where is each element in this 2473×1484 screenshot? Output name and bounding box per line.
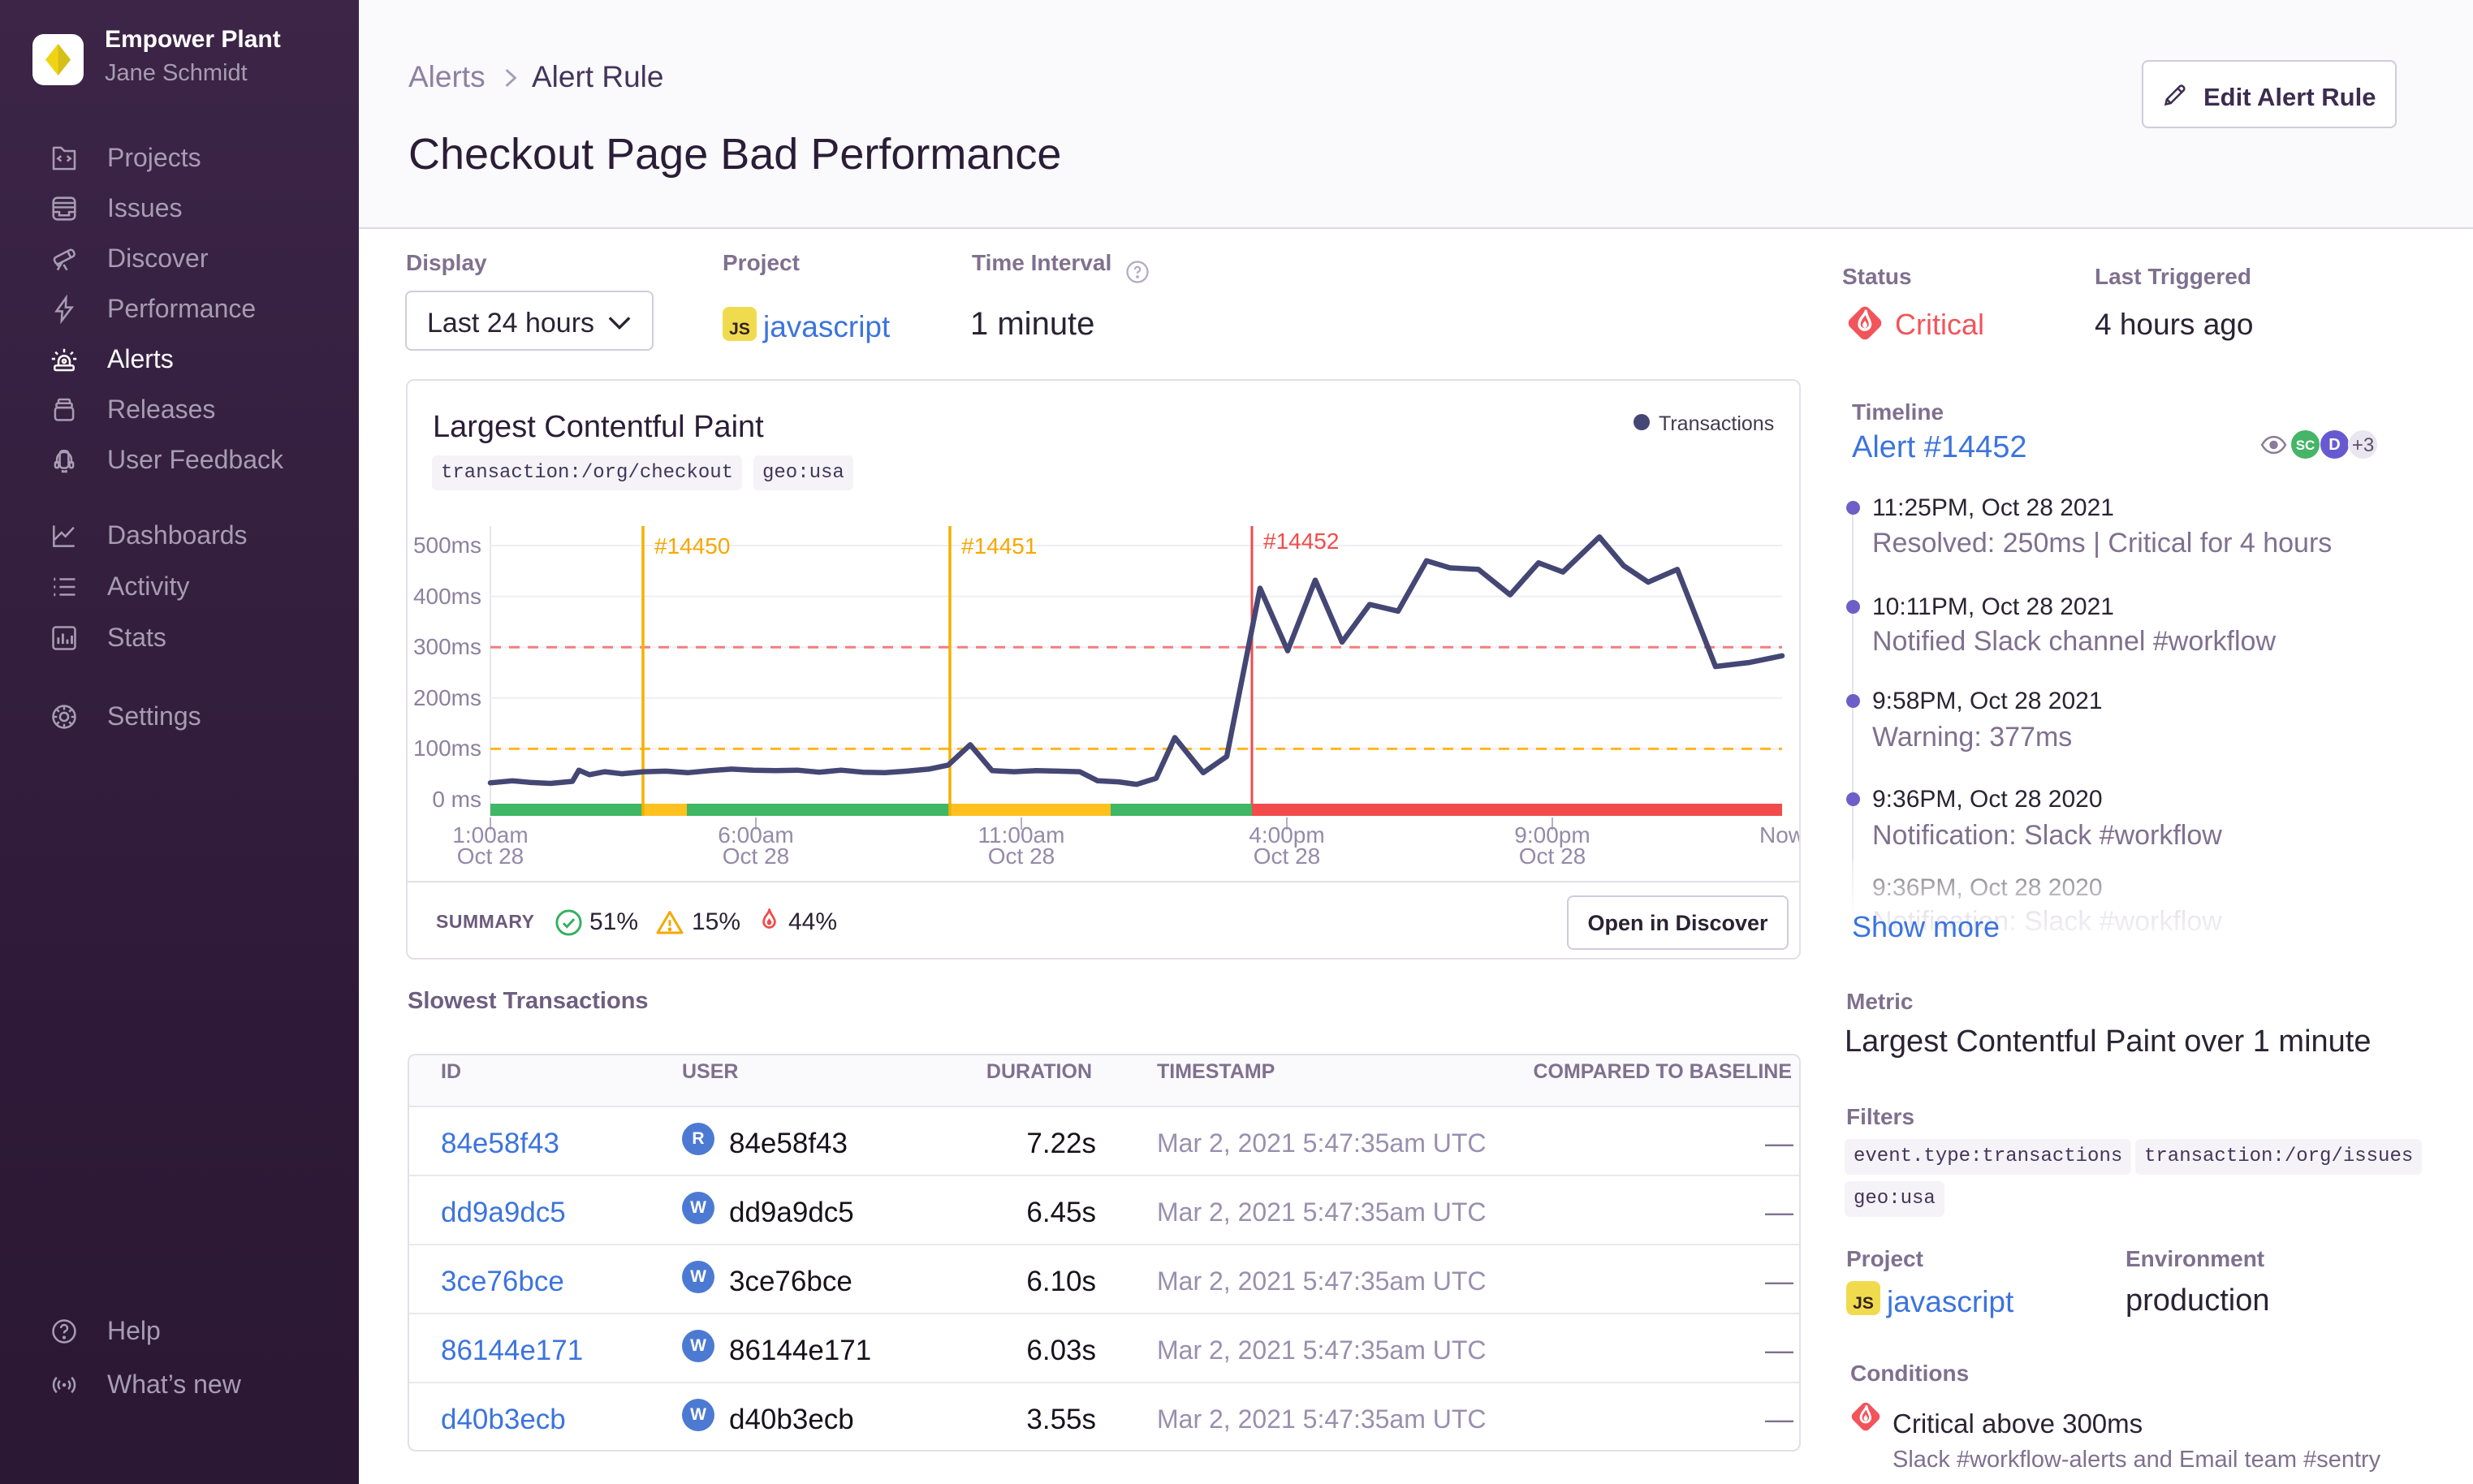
svg-text:Oct 28: Oct 28 — [723, 843, 789, 869]
svg-text:Oct 28: Oct 28 — [457, 843, 524, 869]
svg-text:Oct 28: Oct 28 — [1254, 843, 1320, 869]
svg-text:Now: Now — [1759, 822, 1799, 848]
svg-text:Oct 28: Oct 28 — [988, 843, 1055, 869]
svg-text:#14450: #14450 — [654, 533, 730, 559]
svg-text:Oct 28: Oct 28 — [1519, 843, 1586, 869]
svg-text:6:00am: 6:00am — [718, 822, 793, 848]
svg-text:#14451: #14451 — [961, 533, 1037, 559]
svg-text:11:00am: 11:00am — [978, 822, 1065, 848]
svg-text:1:00am: 1:00am — [452, 822, 528, 848]
svg-text:9:00pm: 9:00pm — [1514, 822, 1590, 848]
svg-text:#14452: #14452 — [1263, 528, 1339, 554]
svg-text:4:00pm: 4:00pm — [1249, 822, 1324, 848]
